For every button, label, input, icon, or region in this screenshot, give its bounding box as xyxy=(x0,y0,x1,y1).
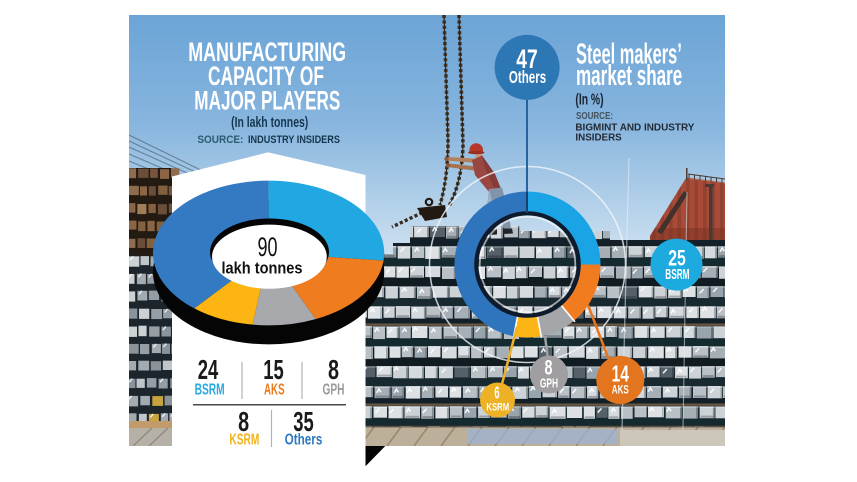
svg-text:8: 8 xyxy=(328,354,339,385)
svg-text:BSRM: BSRM xyxy=(665,267,689,283)
svg-text:MANUFACTURING: MANUFACTURING xyxy=(188,37,346,67)
svg-text:SOURCE:: SOURCE: xyxy=(576,111,613,122)
svg-text:KSRM: KSRM xyxy=(486,401,509,413)
svg-text:GPH: GPH xyxy=(323,382,345,399)
svg-text:24: 24 xyxy=(198,354,219,385)
svg-text:47: 47 xyxy=(516,44,537,74)
svg-text:AKS: AKS xyxy=(264,382,285,399)
svg-text:14: 14 xyxy=(612,361,630,387)
svg-text:CAPACITY OF: CAPACITY OF xyxy=(208,61,324,91)
svg-text:Steel makers’: Steel makers’ xyxy=(576,39,682,71)
svg-text:(In %): (In %) xyxy=(575,92,603,109)
svg-text:90: 90 xyxy=(258,232,278,262)
svg-text:MAJOR PLAYERS: MAJOR PLAYERS xyxy=(194,86,340,116)
svg-text:INDUSTRY INSIDERS: INDUSTRY INSIDERS xyxy=(248,134,340,146)
svg-text:8: 8 xyxy=(545,356,553,380)
svg-text:8: 8 xyxy=(238,406,249,437)
svg-text:15: 15 xyxy=(263,354,284,385)
svg-text:AKS: AKS xyxy=(612,382,629,396)
svg-text:GPH: GPH xyxy=(540,377,558,391)
svg-text:25: 25 xyxy=(668,246,686,271)
svg-text:BSRM: BSRM xyxy=(195,382,225,399)
svg-text:35: 35 xyxy=(293,406,314,437)
svg-text:Others: Others xyxy=(285,432,323,449)
svg-text:KSRM: KSRM xyxy=(229,432,259,449)
svg-text:BIGMINT AND INDUSTRY: BIGMINT AND INDUSTRY xyxy=(575,123,694,134)
svg-text:SOURCE:: SOURCE: xyxy=(197,134,243,146)
svg-text:market share: market share xyxy=(576,60,682,92)
svg-text:6: 6 xyxy=(494,382,499,402)
svg-text:Others: Others xyxy=(509,67,546,87)
svg-text:INSIDERS: INSIDERS xyxy=(575,133,622,144)
svg-text:lakh tonnes: lakh tonnes xyxy=(222,260,303,278)
svg-text:(In lakh tonnes): (In lakh tonnes) xyxy=(231,114,308,131)
